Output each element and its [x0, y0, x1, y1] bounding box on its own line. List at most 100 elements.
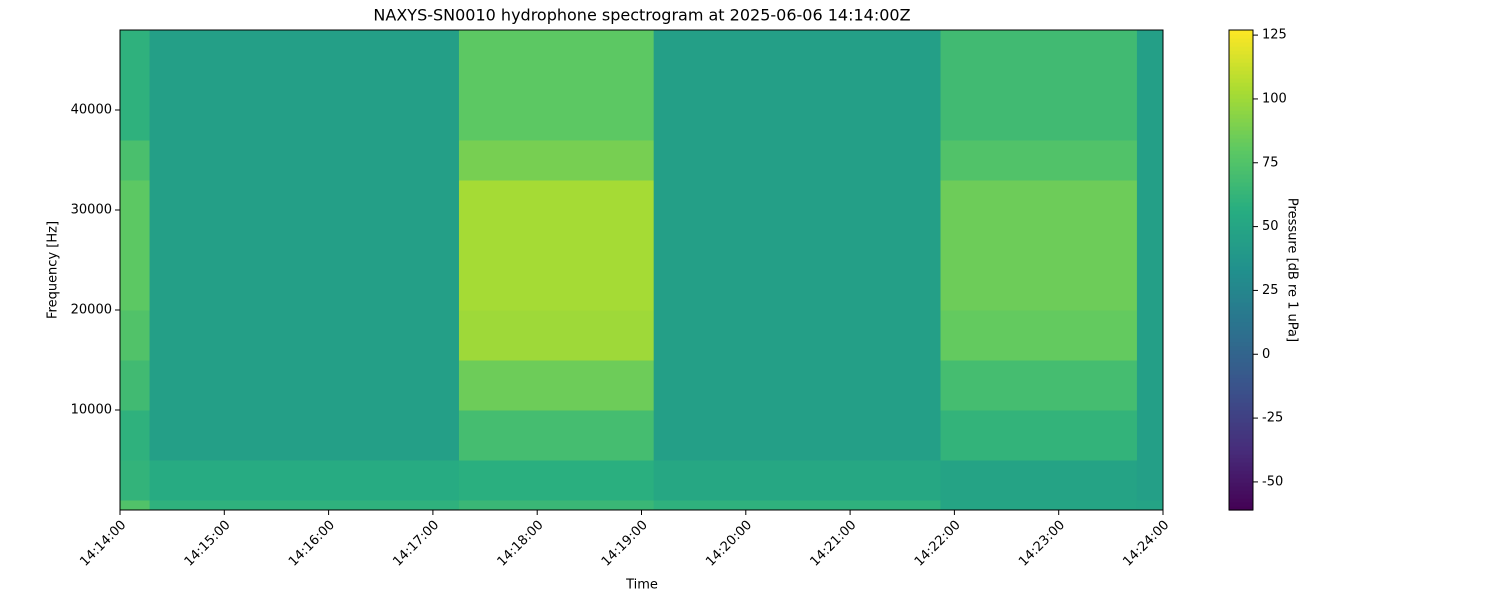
colorbar-band — [1229, 202, 1253, 207]
x-tick-label: 14:14:00 — [77, 518, 129, 570]
colorbar-band — [1229, 86, 1253, 91]
heatmap-cell — [1136, 500, 1164, 511]
colorbar-band — [1229, 390, 1253, 395]
colorbar-band — [1229, 402, 1253, 407]
colorbar-band — [1229, 214, 1253, 219]
heatmap-cell — [120, 180, 151, 311]
colorbar-tick-label: 50 — [1262, 219, 1279, 234]
x-tick-label: 14:18:00 — [495, 518, 547, 570]
y-tick-label: 40000 — [71, 103, 112, 118]
colorbar-tick-label: 75 — [1262, 155, 1279, 170]
colorbar-band — [1229, 506, 1253, 511]
x-tick-label: 14:15:00 — [182, 518, 234, 570]
heatmap-cell — [653, 460, 941, 501]
colorbar-band — [1229, 350, 1253, 355]
colorbar-band — [1229, 194, 1253, 199]
colorbar-band — [1229, 338, 1253, 343]
heatmap-cell — [458, 500, 655, 511]
heatmap-cell — [120, 30, 151, 141]
colorbar-band — [1229, 126, 1253, 131]
colorbar-band — [1229, 346, 1253, 351]
colorbar-band — [1229, 418, 1253, 423]
colorbar-band — [1229, 250, 1253, 255]
colorbar-band — [1229, 234, 1253, 239]
heatmap-cell — [120, 460, 151, 501]
colorbar-band — [1229, 334, 1253, 339]
heatmap-cell — [120, 310, 151, 361]
colorbar-band — [1229, 326, 1253, 331]
colorbar-band — [1229, 82, 1253, 87]
x-axis-label: Time — [625, 578, 658, 593]
colorbar-label: Pressure [dB re 1 uPa] — [1285, 198, 1300, 342]
colorbar-band — [1229, 94, 1253, 99]
colorbar-band — [1229, 282, 1253, 287]
colorbar-band — [1229, 46, 1253, 51]
colorbar-frame — [1228, 29, 1254, 511]
colorbar-band — [1229, 158, 1253, 163]
colorbar-tick-label: 0 — [1262, 347, 1270, 362]
colorbar-band — [1229, 414, 1253, 419]
colorbar-band — [1229, 454, 1253, 459]
colorbar-band — [1229, 70, 1253, 75]
colorbar-tick-label: 100 — [1262, 91, 1287, 106]
heatmap-cell — [653, 360, 941, 411]
colorbar-band — [1229, 74, 1253, 79]
colorbar-band — [1229, 446, 1253, 451]
colorbar-band — [1229, 306, 1253, 311]
heatmap-cell — [120, 360, 151, 411]
colorbar-band — [1229, 426, 1253, 431]
colorbar-band — [1229, 58, 1253, 63]
heatmap-cell — [940, 360, 1138, 411]
colorbar-band — [1229, 150, 1253, 155]
heatmap-cell — [1136, 30, 1164, 141]
heatmap-cell — [1136, 180, 1164, 311]
colorbar-band — [1229, 278, 1253, 283]
colorbar-band — [1229, 78, 1253, 83]
colorbar-band — [1229, 186, 1253, 191]
heatmap-cell — [1136, 410, 1164, 461]
x-tick-label: 14:23:00 — [1016, 518, 1068, 570]
colorbar-band — [1229, 498, 1253, 503]
colorbar-band — [1229, 330, 1253, 335]
x-tick-label: 14:19:00 — [599, 518, 651, 570]
colorbar-band — [1229, 486, 1253, 491]
heatmap-cell — [458, 460, 655, 501]
colorbar-band — [1229, 370, 1253, 375]
colorbar-band — [1229, 470, 1253, 475]
heatmap-cell — [940, 180, 1138, 311]
x-tick-label: 14:24:00 — [1120, 518, 1172, 570]
heatmap-cell — [940, 460, 1138, 501]
colorbar-band — [1229, 314, 1253, 319]
colorbar-band — [1229, 242, 1253, 247]
heatmap-cell — [149, 180, 460, 311]
colorbar-band — [1229, 286, 1253, 291]
heatmap-cell — [149, 140, 460, 181]
colorbar-band — [1229, 34, 1253, 39]
colorbar-band — [1229, 190, 1253, 195]
colorbar-tick-label: 125 — [1262, 28, 1287, 43]
colorbar-band — [1229, 98, 1253, 103]
colorbar-band — [1229, 66, 1253, 71]
colorbar-band — [1229, 118, 1253, 123]
heatmap-cell — [653, 180, 941, 311]
colorbar-band — [1229, 222, 1253, 227]
colorbar-band — [1229, 90, 1253, 95]
colorbar-band — [1229, 362, 1253, 367]
colorbar-band — [1229, 50, 1253, 55]
heatmap-cell — [149, 30, 460, 141]
colorbar-band — [1229, 274, 1253, 279]
y-tick-label: 10000 — [71, 403, 112, 418]
heatmap-cell — [149, 500, 460, 511]
colorbar-band — [1229, 406, 1253, 411]
heatmap-cell — [653, 140, 941, 181]
heatmap-cell — [653, 30, 941, 141]
heatmap-cell — [458, 310, 655, 361]
colorbar-band — [1229, 226, 1253, 231]
heatmap-cell — [149, 460, 460, 501]
colorbar-band — [1229, 154, 1253, 159]
colorbar-band — [1229, 398, 1253, 403]
heatmap-cell — [940, 140, 1138, 181]
colorbar-band — [1229, 246, 1253, 251]
colorbar-band — [1229, 302, 1253, 307]
